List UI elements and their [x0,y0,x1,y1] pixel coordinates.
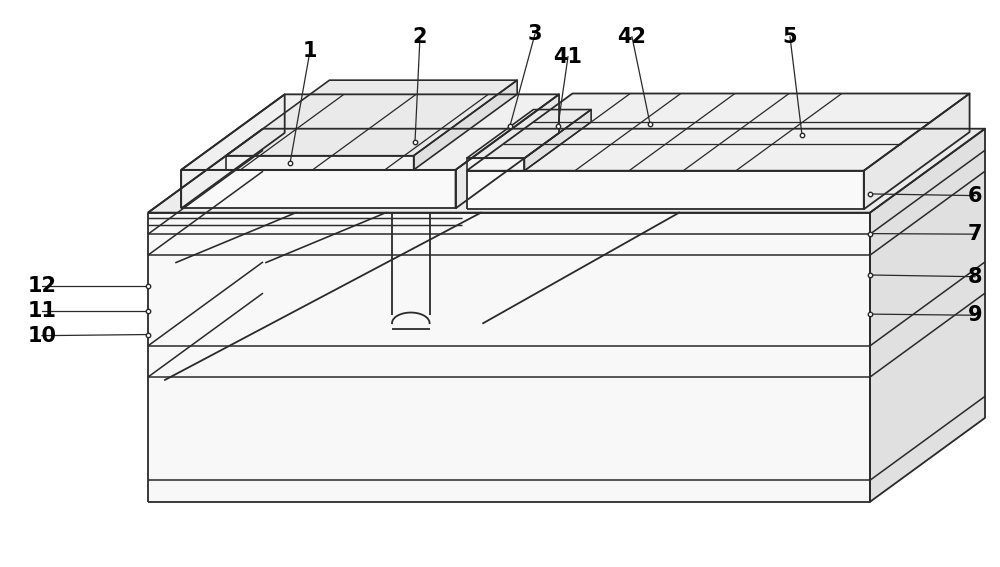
Polygon shape [414,80,517,170]
Text: 41: 41 [554,46,582,67]
Text: 5: 5 [783,27,797,47]
Text: 6: 6 [968,185,982,206]
Polygon shape [467,109,591,158]
Text: 12: 12 [28,276,56,297]
Polygon shape [148,213,870,502]
Text: 42: 42 [618,27,646,47]
Polygon shape [864,94,970,209]
Polygon shape [181,94,559,170]
Text: 3: 3 [528,24,542,44]
Text: 8: 8 [968,266,982,287]
Polygon shape [181,94,285,209]
Text: 7: 7 [968,224,982,244]
Polygon shape [467,158,524,171]
Polygon shape [524,109,591,171]
Text: 11: 11 [28,301,56,321]
Polygon shape [870,129,985,502]
Text: 1: 1 [303,41,317,61]
Polygon shape [226,80,517,156]
Polygon shape [226,156,414,170]
Polygon shape [467,94,970,171]
Polygon shape [456,94,559,209]
Polygon shape [181,170,456,209]
Polygon shape [467,171,864,209]
Text: 2: 2 [413,27,427,47]
Text: 9: 9 [968,305,982,325]
Polygon shape [148,129,985,213]
Text: 10: 10 [28,325,56,346]
